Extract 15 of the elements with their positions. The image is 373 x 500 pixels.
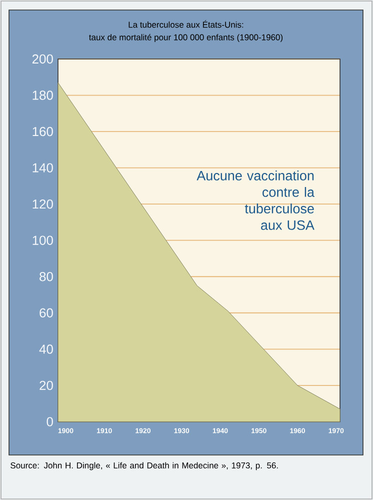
y-tick-label: 80 [40,272,53,282]
y-tick-label: 120 [32,199,53,209]
annotation: Aucune vaccination contre la tuberculose aux USA [196,170,314,230]
y-tick-label: 20 [40,380,53,390]
y-tick-label: 200 [32,54,53,64]
y-tick-label: 40 [39,344,53,354]
y-tick-label: 180 [32,90,53,100]
chart-title: La tuberculose aux États-Unis: [128,20,244,28]
y-tick-label: 140 [32,163,53,172]
y-tick-label: 0 [46,417,53,426]
source-note: Source: John H. Dingle, « Life and Death in Medecine », 1973, p. 56. [10,462,278,470]
chart-subtitle: taux de mortalité pour 100 000 enfants (1900-1960) [89,34,283,42]
y-tick-label: 100 [32,236,53,245]
y-tick-label: 60 [40,308,53,318]
y-tick-label: 160 [32,126,53,136]
